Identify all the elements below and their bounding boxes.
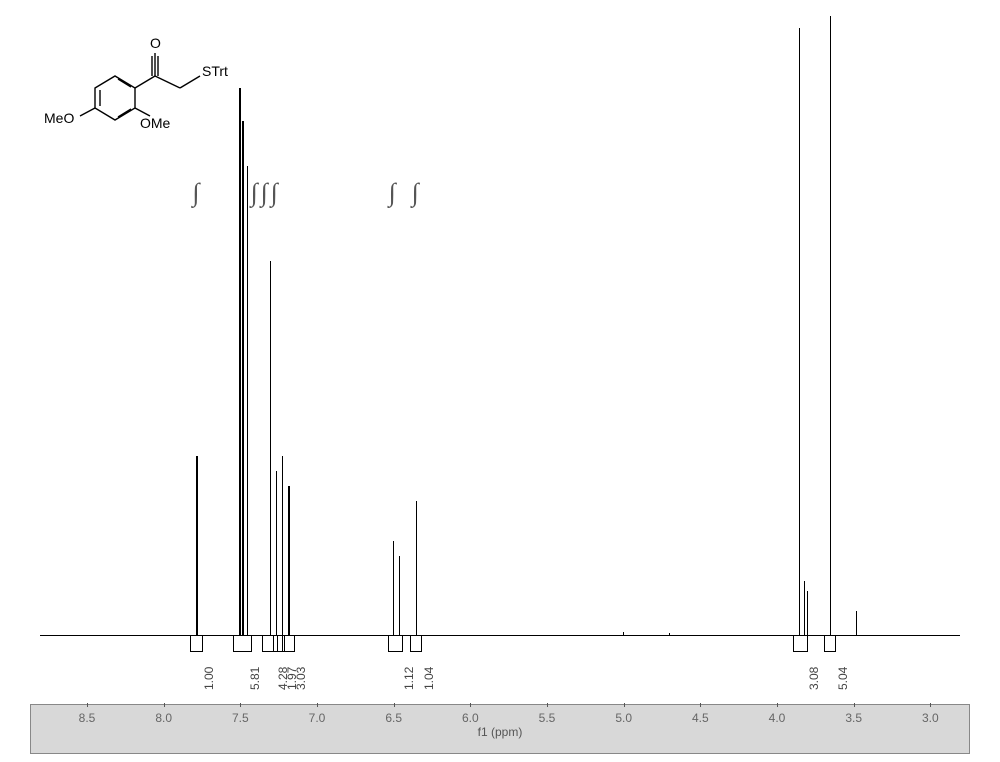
- axis-tick: [240, 703, 241, 707]
- integral-curve-mark: ∫: [261, 178, 268, 208]
- nmr-plot-area: 1.005.814.281.973.031.121.043.085.04 ∫∫∫…: [40, 8, 960, 648]
- axis-tick: [164, 703, 165, 707]
- axis-tick-label: 6.5: [385, 711, 402, 725]
- integral-bracket: [233, 636, 251, 652]
- axis-tick: [854, 703, 855, 707]
- nmr-peak: [276, 471, 277, 636]
- integral-bracket: [190, 636, 202, 652]
- nmr-peak: [623, 632, 624, 636]
- integral-curve-mark: ∫: [192, 178, 199, 208]
- nmr-peak: [196, 456, 197, 636]
- axis-tick-label: 4.0: [769, 711, 786, 725]
- integral-bracket: [824, 636, 836, 652]
- axis-tick: [87, 703, 88, 707]
- nmr-peak: [669, 633, 670, 636]
- integral-curve-mark: ∫: [412, 178, 419, 208]
- x-axis-title: f1 (ppm): [478, 725, 523, 739]
- integral-bracket: [410, 636, 422, 652]
- integral-label: 1.12: [402, 667, 416, 690]
- axis-tick-label: 8.0: [155, 711, 172, 725]
- axis-tick-label: 5.0: [615, 711, 632, 725]
- integral-bracket: [388, 636, 403, 652]
- axis-tick: [547, 703, 548, 707]
- axis-tick-label: 4.5: [692, 711, 709, 725]
- nmr-peak: [247, 166, 248, 636]
- nmr-baseline: [40, 635, 960, 636]
- nmr-peak: [288, 486, 289, 636]
- axis-tick: [394, 703, 395, 707]
- integral-bracket: [793, 636, 808, 652]
- axis-tick-label: 3.0: [922, 711, 939, 725]
- nmr-peak: [242, 121, 243, 636]
- nmr-peak: [399, 556, 400, 636]
- nmr-peak: [804, 581, 805, 636]
- axis-tick-label: 7.0: [309, 711, 326, 725]
- nmr-peak: [807, 591, 808, 636]
- nmr-peak: [270, 261, 271, 636]
- axis-tick: [930, 703, 931, 707]
- integral-curve-mark: ∫: [389, 178, 396, 208]
- nmr-peak: [416, 501, 417, 636]
- x-axis-band: 8.5 8.0 7.5 7.0 6.5 6.0 5.5 5.0 4.5 4.0 3.5 3.0 f1 …: [30, 704, 970, 754]
- nmr-peak: [856, 611, 857, 636]
- nmr-peak: [239, 88, 240, 636]
- nmr-peak: [282, 456, 283, 636]
- axis-tick: [470, 703, 471, 707]
- nmr-chart: MeO OMe O STrt 1.005.814.281.973.031.121…: [40, 8, 960, 754]
- axis-tick: [624, 703, 625, 707]
- nmr-peak: [830, 16, 831, 636]
- axis-tick: [317, 703, 318, 707]
- integral-label: 5.81: [248, 667, 262, 690]
- nmr-peak: [799, 28, 800, 636]
- integral-bracket: [282, 636, 294, 652]
- axis-tick: [700, 703, 701, 707]
- integral-label: 3.03: [294, 667, 308, 690]
- integral-label: 1.04: [422, 667, 436, 690]
- axis-tick-label: 6.0: [462, 711, 479, 725]
- axis-tick-label: 8.5: [79, 711, 96, 725]
- axis-tick-label: 7.5: [232, 711, 249, 725]
- integral-label: 3.08: [807, 667, 821, 690]
- integral-label: 1.00: [202, 667, 216, 690]
- nmr-peak: [393, 541, 394, 636]
- axis-tick: [777, 703, 778, 707]
- integral-curve-mark: ∫: [251, 178, 258, 208]
- axis-tick-label: 3.5: [845, 711, 862, 725]
- axis-tick-label: 5.5: [539, 711, 556, 725]
- integral-label: 5.04: [836, 667, 850, 690]
- integral-curve-mark: ∫: [271, 178, 278, 208]
